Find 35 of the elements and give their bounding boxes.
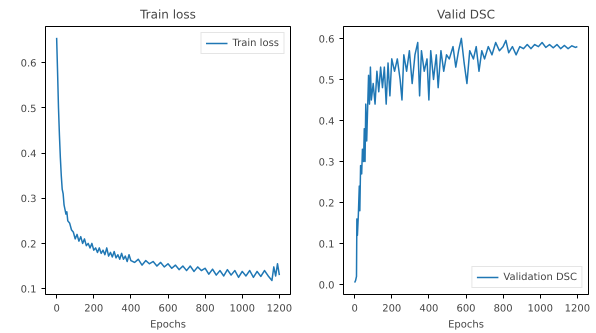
x-tick-label: 0: [53, 304, 60, 314]
x-axis-title: Epochs: [448, 320, 484, 330]
y-tick-label: 0.6: [20, 58, 37, 70]
x-tick-label: 600: [158, 304, 178, 314]
y-tick-label: 0.3: [20, 194, 37, 206]
y-tick-label: 0.5: [318, 75, 335, 86]
x-tick-label: 400: [121, 304, 140, 314]
legend-label: Validation DSC: [503, 271, 577, 283]
x-axis-title: Epochs: [150, 320, 186, 330]
x-tick-label: 200: [382, 304, 402, 314]
y-tick-label: 0.2: [318, 198, 335, 210]
line-series: [56, 37, 280, 282]
x-tick-label: 1200: [266, 304, 292, 314]
x-tick-label: 800: [196, 304, 215, 314]
x-tick-label: 400: [419, 304, 438, 314]
y-tick-label: 0.0: [318, 280, 335, 292]
legend-label: Train loss: [232, 37, 279, 49]
x-tick-label: 1000: [230, 304, 255, 314]
y-tick-label: 0.4: [318, 116, 335, 128]
line-series: [354, 38, 578, 284]
y-tick-label: 0.2: [20, 239, 37, 250]
chart-title: Valid DSC: [437, 8, 495, 22]
y-tick-label: 0.1: [20, 284, 37, 296]
x-tick-label: 1200: [564, 304, 590, 314]
y-tick-label: 0.1: [318, 240, 335, 251]
x-tick-label: 200: [84, 304, 104, 314]
chart-title: Train loss: [139, 8, 196, 22]
y-tick-label: 0.4: [20, 149, 37, 160]
x-tick-label: 0: [351, 304, 358, 314]
x-tick-label: 800: [494, 304, 513, 314]
x-tick-label: 600: [456, 304, 476, 314]
x-tick-label: 1000: [528, 304, 553, 314]
y-tick-label: 0.5: [20, 104, 37, 115]
y-tick-label: 0.3: [318, 158, 335, 169]
y-tick-label: 0.6: [318, 34, 335, 46]
